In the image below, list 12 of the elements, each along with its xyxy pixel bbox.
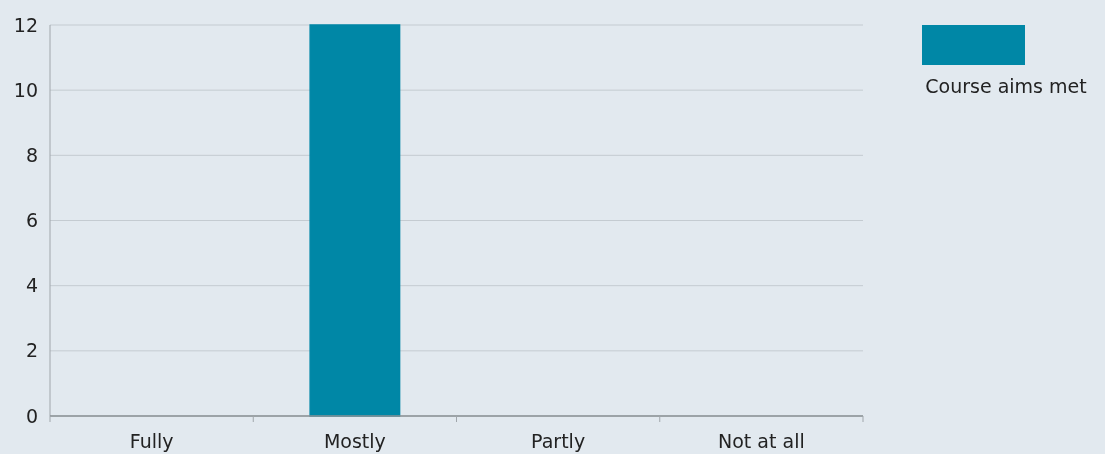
x-tick-label: Partly	[531, 430, 586, 452]
x-tick-label: Fully	[129, 430, 174, 452]
text: Course aims met	[925, 75, 1087, 97]
y-tick-label: 0	[25, 404, 38, 427]
y-tick-label: 2	[25, 339, 38, 362]
y-tick-label: 8	[25, 143, 38, 166]
x-tick-label: Mostly	[323, 430, 386, 452]
y-tick-label: 6	[25, 209, 38, 232]
y-tick-label: 10	[13, 78, 38, 101]
x-tick-label: Not at all	[718, 430, 805, 452]
y-tick-label: 4	[25, 274, 38, 297]
y-tick-label: 12	[13, 13, 38, 36]
